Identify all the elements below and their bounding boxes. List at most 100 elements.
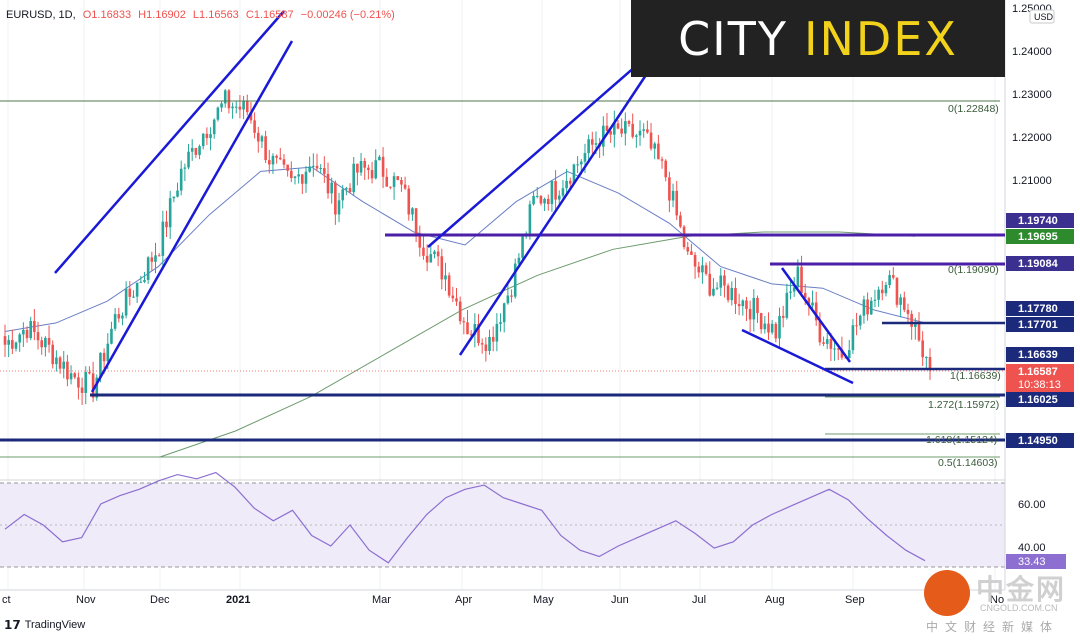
- candle-body: [356, 163, 359, 173]
- change-value: −0.00246 (−0.21%): [300, 9, 395, 21]
- candle-body: [172, 196, 176, 199]
- candle-body: [660, 159, 664, 161]
- candle-body: [594, 143, 598, 145]
- candle-body: [154, 255, 157, 262]
- candle-body: [113, 314, 117, 329]
- time-axis-label: Dec: [150, 594, 170, 606]
- candle-body: [568, 180, 572, 184]
- candle-body: [682, 226, 686, 248]
- channel-line-upper-2: [427, 65, 637, 248]
- candle-body: [917, 324, 921, 341]
- tradingview-brand[interactable]: 𝟭𝟳 TradingView: [4, 618, 85, 632]
- candle-body: [308, 166, 311, 172]
- candle-body: [84, 372, 88, 393]
- price-tick: 1.23000: [1012, 89, 1052, 101]
- candle-body: [190, 147, 194, 152]
- candle-body: [323, 168, 326, 174]
- candle-body: [546, 198, 550, 205]
- candle-body: [491, 336, 495, 342]
- price-label: 1.19695: [1018, 231, 1058, 243]
- cngold-logo-icon: [924, 570, 970, 616]
- fib-label-1: 1(1.16639): [950, 370, 1001, 382]
- candle-body: [627, 121, 631, 124]
- high-value: H1.16902: [138, 9, 186, 21]
- time-axis-label: Mar: [372, 594, 391, 606]
- logo-text-index: INDEX: [803, 11, 958, 66]
- candle-body: [693, 254, 697, 267]
- candle-body: [168, 198, 172, 228]
- candle-body: [785, 292, 789, 318]
- candle-body: [69, 373, 73, 380]
- candle-body: [352, 163, 356, 193]
- candle-body: [319, 168, 322, 170]
- candle-body: [697, 266, 701, 273]
- symbol-label[interactable]: EURUSD, 1D,: [6, 9, 76, 21]
- candle-body: [378, 156, 381, 161]
- candle-body: [914, 324, 917, 327]
- candle-body: [124, 288, 128, 316]
- candle-body: [212, 119, 216, 135]
- current-price-label: 1.16587: [1018, 366, 1058, 378]
- candle-body: [811, 302, 814, 306]
- candle-body: [117, 314, 121, 319]
- candle-body: [55, 357, 58, 365]
- price-label-bg: [1006, 317, 1074, 332]
- candle-body: [205, 133, 209, 139]
- candle-body: [444, 275, 447, 280]
- candle-body: [712, 288, 715, 296]
- rsi-tick: 40.00: [1018, 542, 1046, 554]
- price-label: 1.17701: [1018, 319, 1058, 331]
- candle-body: [389, 186, 392, 188]
- candle-body: [638, 130, 642, 136]
- price-label-bg: [1006, 213, 1074, 228]
- candle-body: [649, 132, 653, 149]
- rsi-value-label: 33.43: [1018, 556, 1046, 568]
- candle-body: [557, 195, 561, 200]
- candle-body: [293, 176, 297, 178]
- candle-body: [477, 323, 480, 344]
- time-axis-label: 2021: [226, 594, 250, 606]
- fib-label-05: 0.5(1.14603): [938, 457, 998, 469]
- candle-body: [385, 176, 389, 187]
- candle-body: [543, 198, 546, 204]
- candle-body: [179, 168, 183, 191]
- candle-body: [40, 340, 44, 348]
- candle-body: [139, 281, 143, 283]
- candle-body: [561, 188, 565, 196]
- candle-body: [869, 300, 873, 315]
- candle-body: [62, 361, 66, 369]
- candle-body: [572, 164, 576, 184]
- time-axis-label: Jun: [611, 594, 629, 606]
- candle-body: [587, 139, 590, 154]
- candle-body: [315, 165, 319, 169]
- candle-body: [462, 321, 466, 323]
- candle-body: [800, 266, 803, 293]
- candle-body: [367, 167, 370, 171]
- candle-body: [605, 125, 609, 132]
- rsi-tick: 60.00: [1018, 499, 1046, 511]
- candle-body: [906, 309, 910, 314]
- candle-body: [223, 90, 227, 104]
- candle-body: [690, 251, 693, 255]
- fib-label-1618: 1.618(1.15124): [926, 434, 997, 446]
- candle-body: [176, 190, 179, 197]
- watermark-main: 中金网: [976, 574, 1067, 605]
- price-tick: 1.22000: [1012, 132, 1052, 144]
- candle-body: [866, 299, 869, 315]
- candle-body: [763, 323, 767, 330]
- candle-body: [499, 322, 502, 324]
- candle-body: [510, 295, 513, 297]
- candle-body: [216, 107, 220, 120]
- rsi-value-bg: [1006, 554, 1066, 569]
- candle-body: [359, 161, 363, 173]
- open-value: O1.16833: [82, 9, 132, 21]
- candle-body: [95, 377, 99, 398]
- candle-body: [66, 361, 69, 380]
- ohlc-legend: EURUSD, 1D, O1.16833 H1.16902 L1.16563 C…: [6, 9, 399, 21]
- candle-body: [455, 298, 458, 302]
- candle-body: [620, 128, 623, 134]
- candle-body: [400, 179, 403, 185]
- candle-body: [686, 247, 690, 252]
- candle-body: [602, 125, 605, 147]
